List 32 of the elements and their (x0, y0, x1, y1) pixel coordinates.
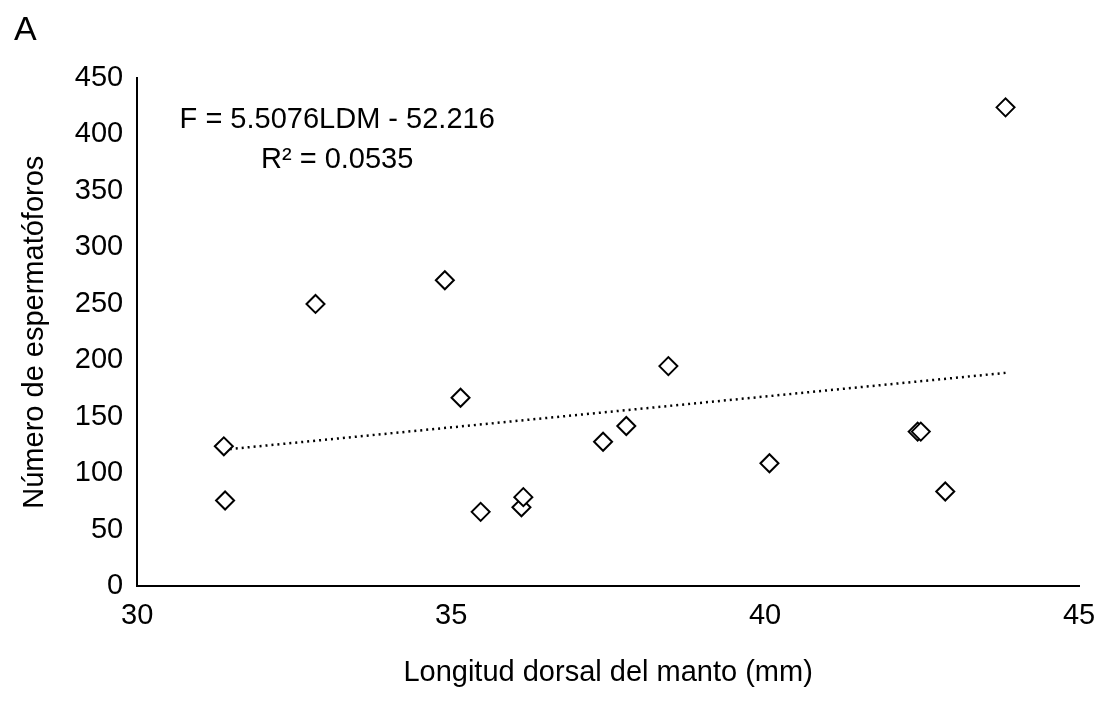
point (213, 436, 234, 457)
y-tick-label: 350 (74, 172, 124, 205)
y-tick-label: 0 (107, 568, 124, 601)
x-axis-title: Longitud dorsal del manto (mm) (403, 654, 813, 687)
point (450, 387, 471, 408)
x-tick-label: 35 (434, 597, 468, 630)
y-tick-label: 100 (74, 455, 124, 488)
point (305, 293, 326, 314)
point (616, 415, 637, 436)
y-tick-label: 200 (74, 342, 124, 375)
point (215, 490, 236, 511)
y-tick-label: 300 (74, 229, 124, 262)
annotation: F = 5.5076LDM - 52.216 (179, 101, 495, 134)
annotation: R² = 0.0535 (261, 141, 414, 174)
point (513, 487, 534, 508)
point (935, 481, 956, 502)
x-tick-label: 45 (1062, 597, 1096, 630)
y-axis-title: Número de espermatóforos (17, 155, 50, 509)
point (658, 356, 679, 377)
point (759, 453, 780, 474)
y-tick-label: 50 (90, 511, 124, 544)
x-tick-label: 40 (748, 597, 782, 630)
x-tick-label: 30 (121, 597, 154, 630)
point (593, 431, 614, 452)
y-tick-label: 150 (74, 398, 124, 431)
point (434, 270, 455, 291)
y-tick-label: 450 (74, 60, 124, 92)
y-tick-label: 250 (74, 285, 124, 318)
point (995, 97, 1016, 118)
y-tick-label: 400 (74, 116, 124, 149)
point (470, 501, 491, 522)
text: A (14, 9, 37, 48)
